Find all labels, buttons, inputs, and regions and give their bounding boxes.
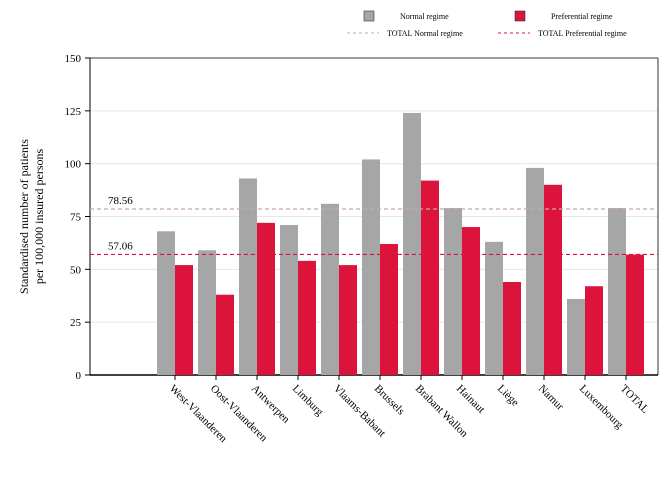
bar-preferential-6: [421, 180, 439, 375]
bar-preferential-7: [462, 227, 480, 375]
x-tick-label: Brussels: [372, 383, 407, 418]
x-tick-label: Antwerpen: [249, 383, 292, 426]
x-tick-label: Hainaut: [454, 383, 487, 416]
bar-normal-11: [608, 208, 626, 375]
y-axis-label-line: per 100,000 insured persons: [32, 149, 46, 285]
legend-label-normal: Normal regime: [400, 12, 449, 21]
bar-normal-4: [321, 203, 339, 375]
legend-line-label-preferential: TOTAL Preferential regime: [538, 29, 627, 38]
plot-area: 025507510012515078.5657.06West-Vlaandere…: [65, 53, 659, 445]
bar-preferential-8: [503, 282, 521, 375]
bar-preferential-3: [298, 260, 316, 375]
chart-legend: Normal regime Preferential regime TOTAL No…: [347, 10, 627, 38]
bar-preferential-2: [257, 222, 275, 375]
legend-swatch-preferential: [514, 10, 526, 22]
x-tick-label: TOTAL: [618, 383, 651, 416]
y-axis-label-line: Standardised number of patients: [17, 139, 31, 294]
y-tick-label: 150: [65, 53, 82, 65]
y-tick-label: 75: [70, 212, 82, 224]
y-tick-label: 0: [76, 370, 82, 382]
bar-normal-0: [157, 231, 175, 375]
y-tick-label: 125: [65, 106, 82, 118]
reference-label-normal: 78.56: [108, 195, 133, 207]
bar-preferential-10: [585, 286, 603, 375]
reference-label-preferential: 57.06: [108, 240, 133, 252]
bar-preferential-0: [175, 265, 193, 375]
bar-preferential-4: [339, 265, 357, 375]
bar-preferential-5: [380, 243, 398, 375]
y-tick-label: 25: [70, 317, 82, 329]
y-tick-label: 100: [65, 159, 82, 171]
bar-normal-6: [403, 112, 421, 376]
bar-normal-9: [526, 167, 544, 375]
bar-normal-10: [567, 298, 585, 375]
bar-normal-7: [444, 208, 462, 375]
bar-preferential-1: [216, 294, 234, 375]
legend-label-preferential: Preferential regime: [551, 12, 613, 21]
legend-swatch-normal: [363, 10, 375, 22]
bar-normal-8: [485, 241, 503, 375]
legend-line-label-normal: TOTAL Normal regime: [387, 29, 463, 38]
bar-preferential-11: [626, 254, 644, 375]
bar-preferential-9: [544, 184, 562, 375]
x-tick-label: Namur: [536, 383, 566, 413]
x-tick-label: Limburg: [290, 383, 326, 419]
y-tick-label: 50: [70, 264, 82, 276]
y-axis-label: Standardised number of patientsper 100,0…: [17, 139, 46, 294]
x-tick-label: Liège: [495, 383, 521, 409]
bar-normal-2: [239, 178, 257, 375]
bar-normal-5: [362, 159, 380, 375]
bar-normal-1: [198, 250, 216, 375]
bar-normal-3: [280, 224, 298, 375]
